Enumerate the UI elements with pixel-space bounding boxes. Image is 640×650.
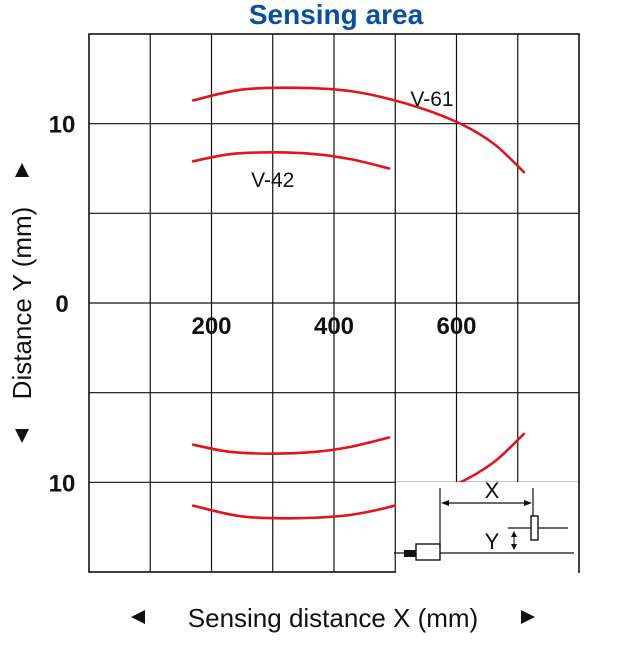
arrow-up-icon (15, 163, 29, 177)
series-label-v-61: V-61 (410, 88, 453, 111)
x-tick-label: 200 (191, 313, 231, 340)
arrow-down-icon (15, 429, 29, 443)
chart-title: Sensing area (249, 0, 424, 30)
series-curve-mirror-2 (191, 436, 391, 455)
inset-y-label: Y (485, 529, 500, 554)
series-curve-mirror-3 (191, 432, 526, 520)
x-axis-label: Sensing distance X (mm) (188, 603, 478, 633)
x-arrow-left-icon (441, 500, 449, 506)
series-label-v-42: V-42 (251, 169, 294, 192)
series-curve-v-61 (191, 86, 526, 174)
y-arrow-up-icon (511, 531, 517, 537)
y-tick-label: 0 (55, 291, 68, 318)
series-curve-v-42 (191, 151, 391, 170)
reflector-icon (530, 515, 539, 541)
y-tick-label: 10 (49, 470, 76, 497)
grid (88, 33, 580, 573)
x-tick-label: 600 (436, 313, 476, 340)
emitter-icon (404, 550, 416, 557)
plot-frame (88, 33, 580, 573)
y-axis-label: Distance Y (mm) (7, 207, 37, 400)
inset-diagram: X Y (394, 478, 578, 574)
y-arrow-down-icon (511, 544, 517, 550)
x-tick-label: 400 (314, 313, 354, 340)
inset-x-label: X (485, 478, 500, 503)
y-tick-label: 10 (49, 112, 76, 139)
arrow-left-icon (131, 610, 145, 624)
x-arrow-right-icon (524, 500, 532, 506)
curves (191, 86, 526, 520)
arrow-right-icon (521, 610, 535, 624)
sensor-head-icon (415, 543, 441, 561)
labels: 200 400 600 10 0 10 V-61 V-42 (49, 88, 477, 497)
y-axis-label-group: Distance Y (mm) (7, 163, 37, 443)
x-axis-label-group: Sensing distance X (mm) (131, 603, 535, 633)
